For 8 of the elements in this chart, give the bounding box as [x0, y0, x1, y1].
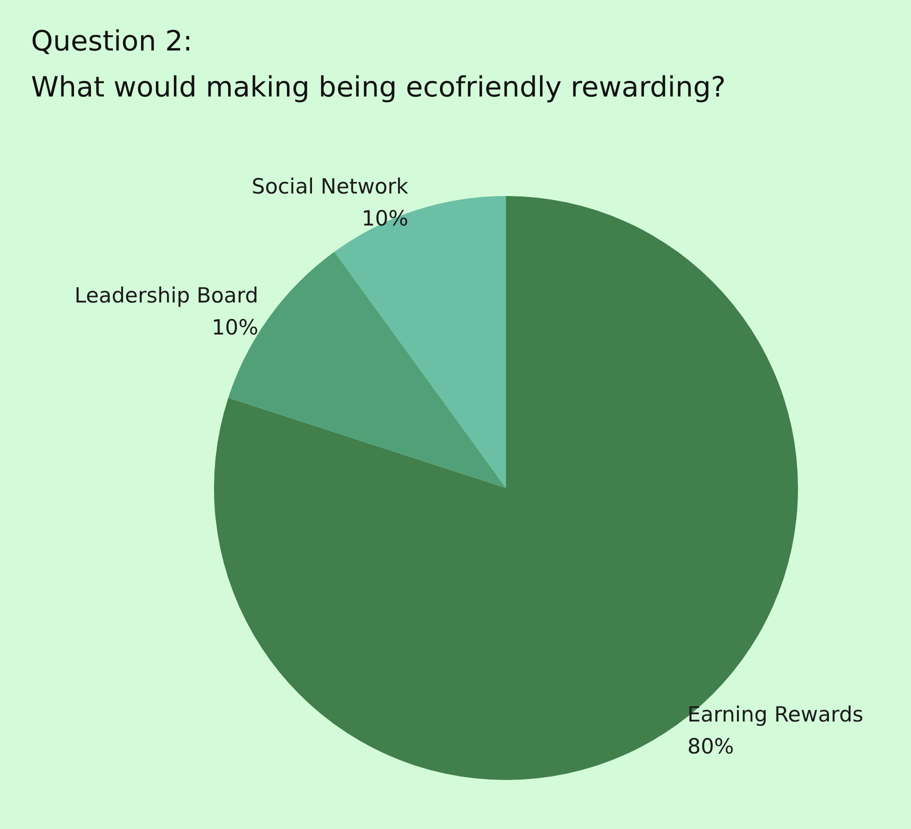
data-label: 10% [362, 206, 408, 231]
data-label: 10% [212, 316, 258, 340]
slice-label: Social Network [252, 174, 410, 199]
slice-label: Earning Rewards [687, 702, 864, 727]
slice-label: Leadership Board [74, 284, 258, 308]
chart-subtitle: What would making being ecofriendly rewarding? [31, 70, 726, 104]
chart-title: Question 2: [31, 24, 192, 58]
data-label: 80% [687, 734, 734, 759]
